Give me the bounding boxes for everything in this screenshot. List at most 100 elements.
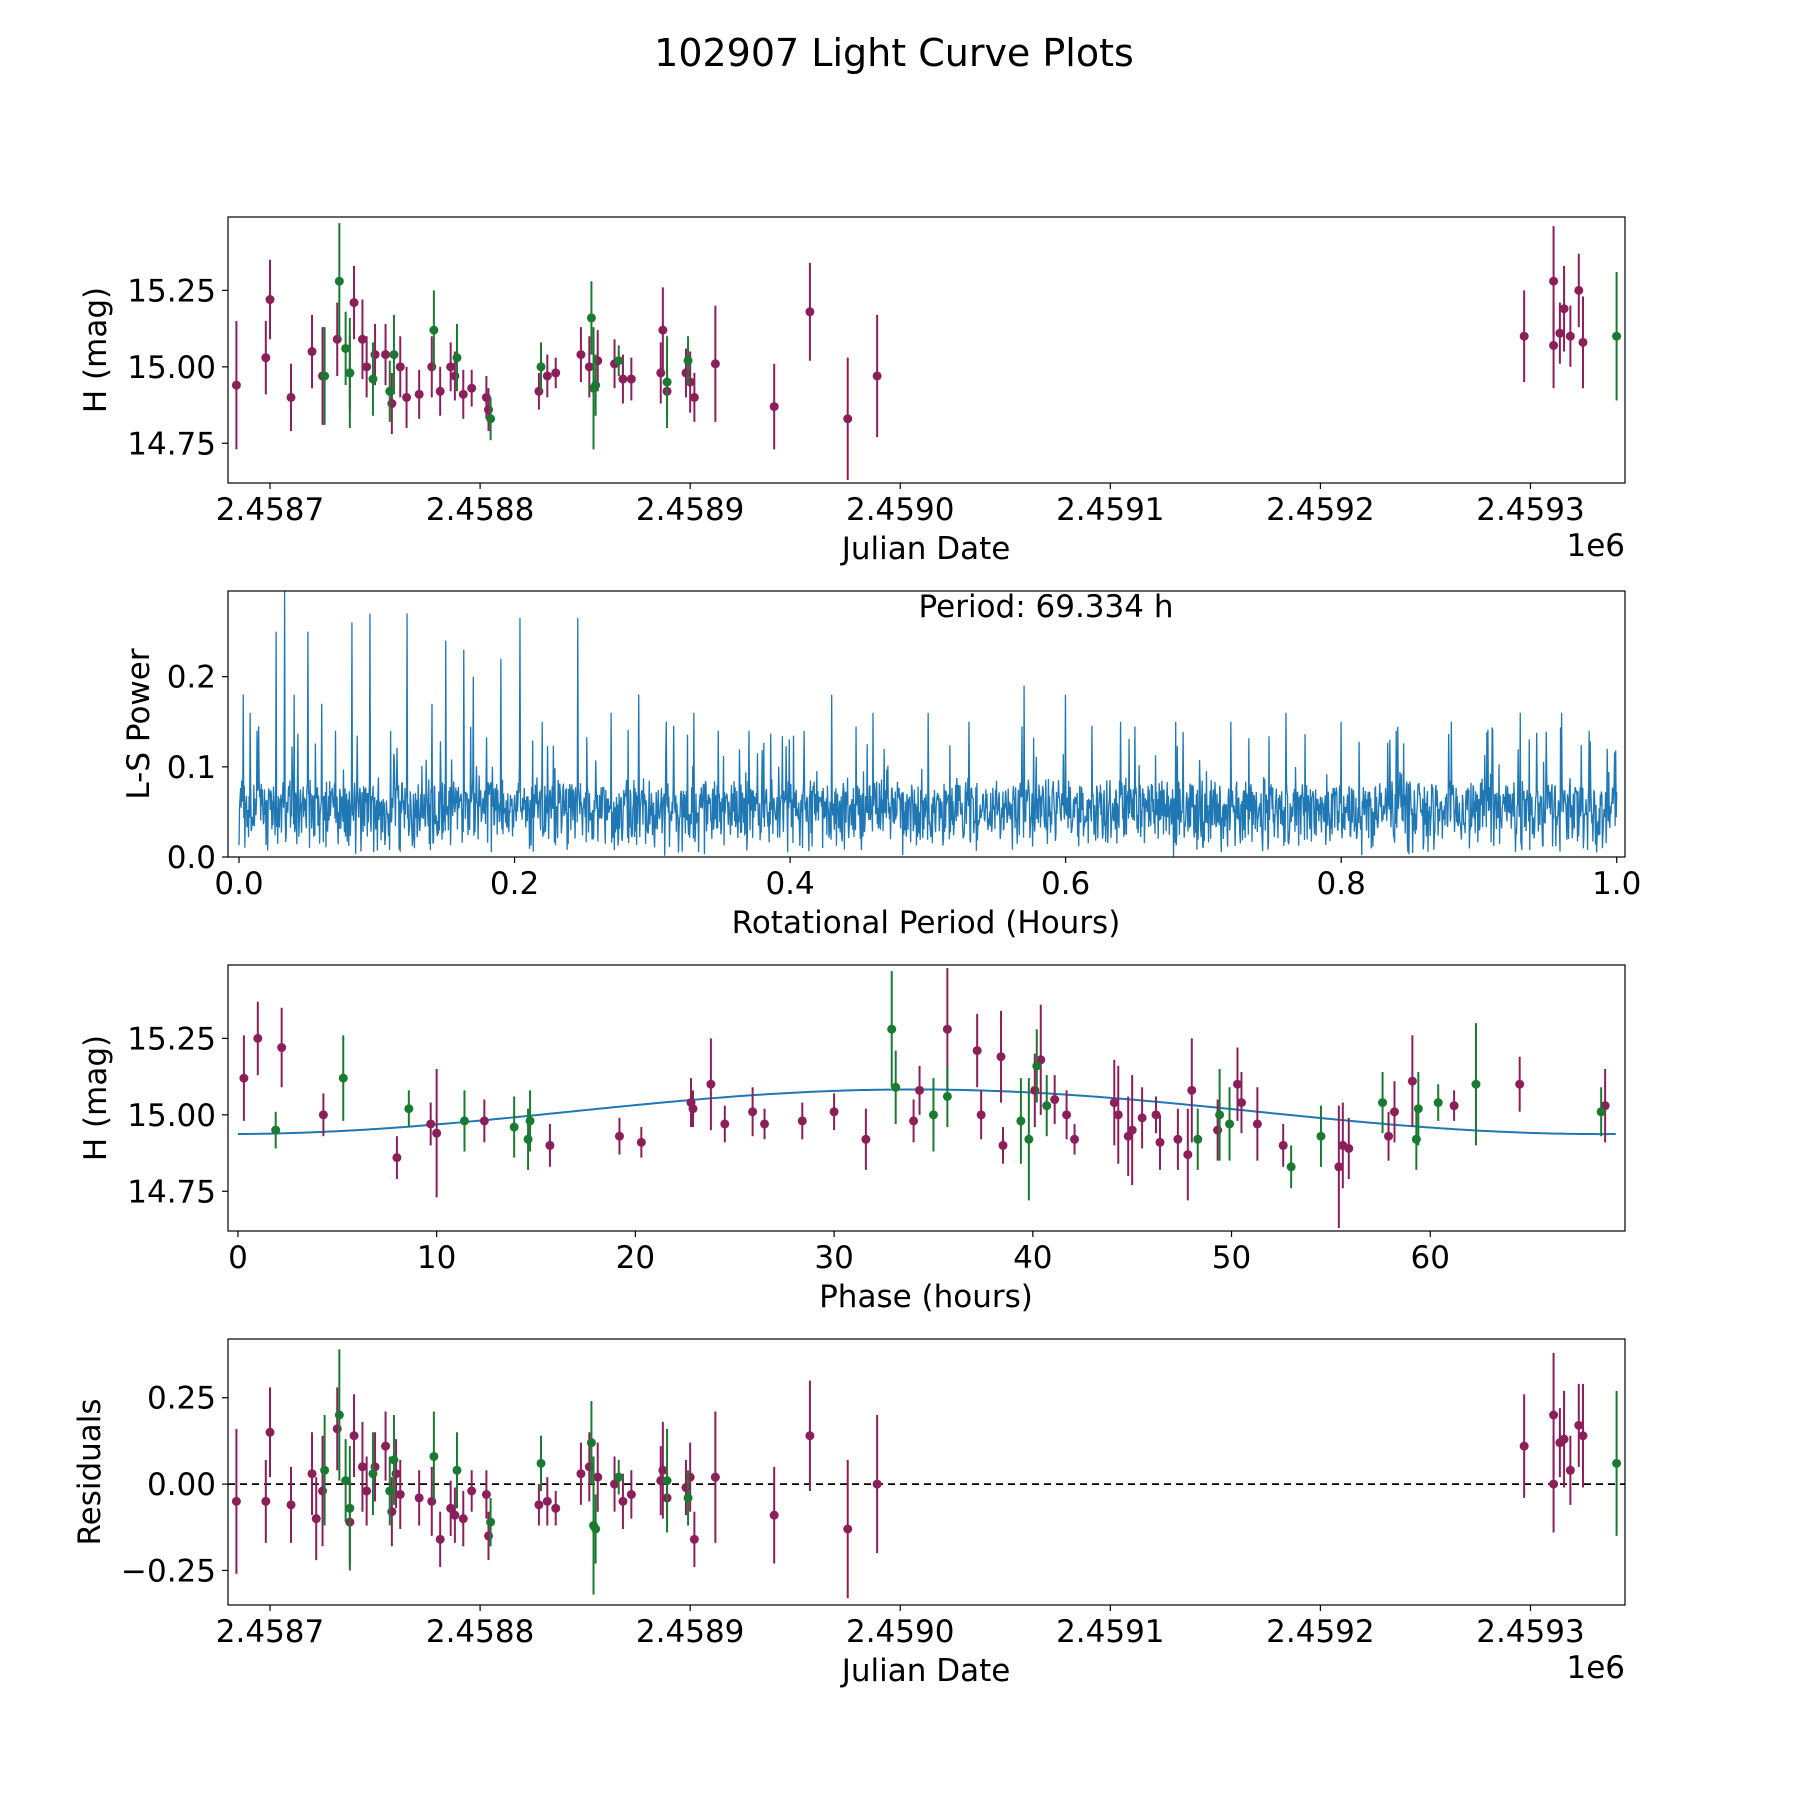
residuals-xlabel: Julian Date (840, 1653, 1011, 1689)
phased-point-green (1193, 1134, 1203, 1144)
periodogram-axes-frame (227, 590, 1626, 858)
periodogram-xtick-label: 0.0 (214, 866, 263, 902)
phased-xtick-label: 60 (1411, 1240, 1450, 1276)
residuals-xtick-label: 2.4587 (216, 1614, 324, 1650)
lightcurve-point-green (614, 356, 624, 366)
phased-point-magenta (277, 1043, 287, 1053)
lightcurve-point-magenta (381, 350, 391, 360)
residuals-point-magenta (584, 1462, 594, 1472)
residuals-xtick-label: 2.4590 (846, 1614, 954, 1650)
residuals-point-magenta (710, 1472, 720, 1482)
phased-point-green (523, 1134, 533, 1144)
residuals-point-magenta (265, 1427, 275, 1437)
phased-xtick-label: 30 (814, 1240, 853, 1276)
periodogram-ytick-label: 0.2 (167, 660, 216, 696)
phased-point-green (942, 1091, 952, 1101)
residuals-point-magenta (349, 1431, 359, 1441)
residuals-point-magenta (593, 1472, 603, 1482)
residuals-point-green (591, 1524, 601, 1534)
phased-point-magenta (829, 1107, 839, 1117)
phased-point-magenta (1449, 1101, 1459, 1111)
lightcurve-point-magenta (1565, 331, 1575, 341)
phased-point-magenta (1384, 1131, 1394, 1141)
phased-ytick-label: 15.25 (127, 1021, 216, 1057)
residuals-point-green (662, 1476, 672, 1486)
residuals-point-magenta (311, 1514, 321, 1524)
phased-point-magenta (972, 1046, 982, 1056)
lightcurve-point-magenta (395, 362, 405, 372)
residuals-point-magenta (427, 1496, 437, 1506)
period-annotation: Period: 69.334 h (919, 589, 1174, 625)
phased-point-magenta (636, 1137, 646, 1147)
residuals-point-magenta (483, 1531, 493, 1541)
lightcurve-point-magenta (362, 362, 372, 372)
phased-point-green (1471, 1079, 1481, 1089)
phased-point-green (887, 1024, 897, 1034)
residuals-point-green (341, 1476, 351, 1486)
residuals-xtick-label: 2.4589 (636, 1614, 744, 1650)
lightcurve-point-magenta (414, 389, 424, 399)
phased-ticks: 0 10 20 30 40 50 60 14.75 15.00 15.25 (127, 1021, 1450, 1276)
lightcurve-ytick-label: 14.75 (127, 426, 216, 462)
residuals-point-magenta (261, 1496, 271, 1506)
lightcurve-xtick-label: 2.4589 (636, 492, 744, 528)
periodogram-xtick-label: 0.8 (1317, 866, 1366, 902)
lightcurve-axes-frame (227, 216, 1626, 484)
lightcurve-point-magenta (626, 374, 636, 384)
periodogram-xtick-label: 0.4 (765, 866, 814, 902)
lightcurve-point-magenta (231, 380, 241, 390)
phased-point-green (1215, 1110, 1225, 1120)
phased-point-magenta (720, 1119, 730, 1129)
phased-panel: 0 10 20 30 40 50 60 14.75 15.00 15.25 Phase (hour… (78, 964, 1626, 1315)
phased-point-magenta (1187, 1085, 1197, 1095)
lightcurve-point-magenta (402, 392, 412, 402)
residuals-point-magenta (458, 1514, 468, 1524)
lightcurve-point-magenta (467, 383, 477, 393)
lightcurve-point-green (345, 368, 355, 378)
residuals-point-magenta (1549, 1479, 1559, 1489)
phased-point-magenta (1062, 1110, 1072, 1120)
phased-point-magenta (760, 1119, 770, 1129)
lightcurve-ytick-label: 15.25 (127, 273, 216, 309)
residuals-ytick-label: −0.25 (121, 1553, 216, 1589)
phased-point-magenta (1050, 1095, 1060, 1105)
lightcurve-point-magenta (427, 362, 437, 372)
lightcurve-point-magenta (551, 368, 561, 378)
residuals-data (228, 1349, 1625, 1599)
phased-xtick-label: 0 (228, 1240, 248, 1276)
phased-point-magenta (976, 1110, 986, 1120)
residuals-point-magenta (318, 1486, 328, 1496)
lightcurve-point-magenta (349, 298, 359, 308)
residuals-point-magenta (391, 1469, 401, 1479)
phased-point-magenta (861, 1134, 871, 1144)
lightcurve-point-magenta (685, 377, 695, 387)
residuals-panel: 2.4587 2.4588 2.4589 2.4590 2.4591 2.4592 2.45… (72, 1338, 1626, 1689)
lightcurve-data (231, 223, 1622, 480)
periodogram-data (238, 591, 1618, 857)
phased-ytick-label: 15.00 (127, 1098, 216, 1134)
lightcurve-point-magenta (483, 405, 493, 415)
residuals-point-magenta (534, 1500, 544, 1510)
residuals-point-magenta (357, 1462, 367, 1472)
lightcurve-point-magenta (1519, 331, 1529, 341)
lightcurve-point-magenta (307, 347, 317, 357)
residuals-point-green (368, 1469, 378, 1479)
residuals-point-magenta (435, 1534, 445, 1544)
lightcurve-point-magenta (681, 368, 691, 378)
lightcurve-ytick-label: 15.00 (127, 350, 216, 386)
lightcurve-point-magenta (1574, 285, 1584, 295)
lightcurve-plot-area (231, 223, 1622, 480)
residuals-point-magenta (805, 1431, 815, 1441)
residuals-point-green (614, 1472, 624, 1482)
lightcurve-point-magenta (1555, 328, 1565, 338)
residuals-point-magenta (843, 1524, 853, 1534)
lightcurve-point-magenta (481, 392, 491, 402)
phased-point-green (891, 1082, 901, 1092)
residuals-point-magenta (542, 1496, 552, 1506)
phased-point-magenta (1030, 1085, 1040, 1095)
phased-point-magenta (1213, 1125, 1223, 1135)
phased-point-magenta (253, 1033, 263, 1043)
lightcurve-point-green (389, 350, 399, 360)
residuals-point-magenta (576, 1469, 586, 1479)
